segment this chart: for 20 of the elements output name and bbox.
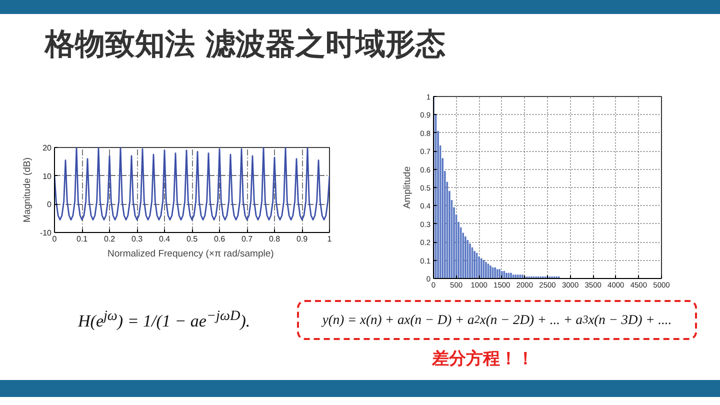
y-axis-title: Magnitude (dB) [22, 158, 33, 222]
x-tick-label: 0.2 [104, 234, 116, 244]
x-axis-title: Normalized Frequency (×π rad/sample) [108, 248, 274, 260]
chart-title: 格物致知法 滤波器之时域形态 [43, 26, 446, 64]
x-tick-label: 0.6 [214, 234, 226, 244]
x-tick-label: 0.3 [131, 234, 144, 244]
y-axis-title: Amplitude [402, 166, 414, 209]
x-tick-label: 0.5 [186, 234, 198, 244]
x-tick-label: 1 [327, 234, 332, 244]
y-tick-label: -10 [40, 228, 52, 238]
x-tick-label: 0.8 [268, 234, 281, 244]
y-tick-label: 20 [42, 144, 52, 152]
text: 差分方程！！ [432, 348, 534, 371]
y-tick-label: 10 [42, 172, 52, 181]
x-tick-label: 0.4 [158, 234, 171, 244]
x-tick-label: 0.9 [296, 234, 308, 244]
x-tick-label: 0.7 [241, 234, 254, 244]
text: H(e$^{jω}$) = 1/(1 − ae$^{−jωD}$). [78, 307, 250, 333]
x-tick-label: 0.1 [76, 234, 88, 244]
y-tick-label: 0 [47, 200, 52, 210]
